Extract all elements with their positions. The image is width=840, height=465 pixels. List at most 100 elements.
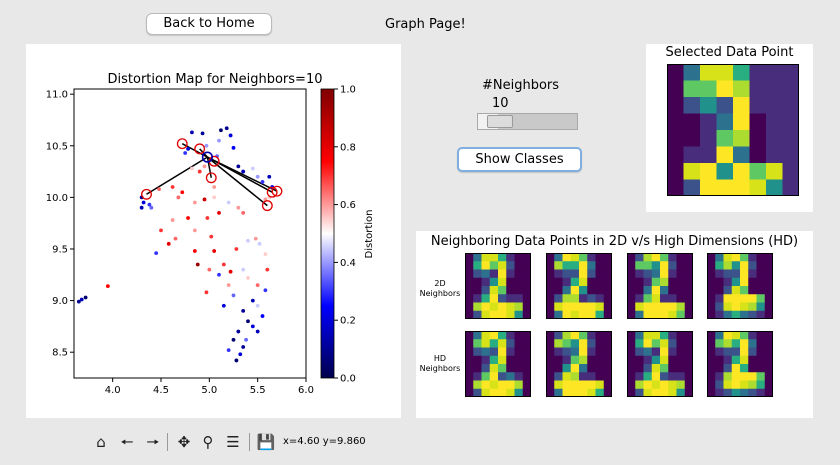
data-point[interactable] [263, 252, 268, 257]
data-point[interactable] [190, 130, 194, 135]
data-point[interactable] [231, 145, 236, 150]
data-point[interactable] [226, 283, 231, 288]
data-point[interactable] [250, 166, 255, 171]
data-point[interactable] [263, 288, 268, 293]
data-point[interactable] [236, 205, 241, 210]
data-point[interactable] [186, 146, 190, 151]
data-point[interactable] [217, 138, 221, 143]
data-point[interactable] [76, 299, 81, 304]
data-point[interactable] [246, 238, 250, 243]
data-point[interactable] [221, 262, 226, 267]
data-point[interactable] [170, 185, 175, 189]
show-classes-button[interactable]: Show Classes [457, 147, 582, 172]
data-point[interactable] [159, 228, 163, 233]
data-point[interactable] [166, 241, 171, 246]
back-to-home-button[interactable]: Back to Home [146, 13, 272, 35]
pixel [595, 302, 605, 312]
data-point[interactable] [250, 298, 255, 303]
zoom-icon[interactable]: ⚲ [202, 433, 214, 451]
home-icon[interactable]: ⌂ [96, 433, 106, 451]
data-point[interactable] [192, 228, 197, 233]
data-point[interactable] [253, 236, 258, 241]
data-point[interactable] [183, 151, 188, 155]
data-point[interactable] [246, 319, 250, 324]
data-point[interactable] [234, 221, 239, 226]
data-point[interactable] [200, 131, 205, 136]
data-point[interactable] [221, 303, 226, 308]
data-point[interactable] [226, 348, 231, 353]
data-point[interactable] [209, 234, 214, 239]
data-point[interactable] [205, 216, 210, 220]
data-point[interactable] [241, 267, 246, 272]
data-point[interactable] [238, 352, 243, 357]
forward-arrow-icon[interactable]: 🠖 [146, 433, 160, 451]
data-point[interactable] [255, 174, 260, 179]
data-point[interactable] [197, 169, 202, 174]
data-point[interactable] [105, 284, 110, 289]
data-point[interactable] [231, 337, 236, 342]
data-point[interactable] [149, 205, 154, 210]
data-point[interactable] [202, 164, 207, 169]
data-point[interactable] [246, 275, 250, 280]
slider-handle[interactable] [486, 115, 513, 128]
data-point[interactable] [241, 309, 246, 313]
data-point[interactable] [236, 329, 241, 334]
data-point[interactable] [176, 195, 181, 200]
data-point[interactable] [154, 251, 159, 256]
data-point[interactable] [241, 210, 246, 215]
data-point[interactable] [195, 262, 200, 267]
data-point[interactable] [192, 249, 197, 253]
data-point[interactable] [173, 236, 178, 241]
data-point[interactable] [250, 324, 255, 329]
data-point[interactable] [217, 272, 221, 277]
data-point[interactable] [219, 128, 223, 133]
data-point[interactable] [180, 190, 185, 195]
pan-icon[interactable]: ✥ [177, 433, 191, 451]
data-point[interactable] [141, 200, 146, 205]
data-point[interactable] [234, 247, 239, 251]
pixel [748, 331, 757, 340]
data-point[interactable] [202, 197, 207, 202]
data-point[interactable] [234, 358, 239, 363]
data-point[interactable] [190, 166, 194, 171]
data-point[interactable] [170, 218, 175, 222]
data-point[interactable] [255, 303, 260, 308]
neighbors-slider[interactable] [477, 113, 578, 130]
data-point[interactable] [255, 283, 260, 288]
data-point[interactable] [204, 290, 209, 295]
data-point[interactable] [192, 200, 197, 205]
data-point[interactable] [236, 164, 241, 169]
data-point[interactable] [244, 337, 248, 342]
data-point[interactable] [212, 249, 217, 253]
data-point[interactable] [260, 179, 265, 184]
data-point[interactable] [241, 345, 246, 349]
data-point[interactable] [204, 143, 209, 148]
data-point[interactable] [147, 202, 152, 207]
data-point[interactable] [186, 216, 190, 220]
data-point[interactable] [231, 293, 236, 298]
data-point[interactable] [224, 126, 229, 131]
save-icon[interactable]: 💾 [256, 433, 276, 451]
data-point[interactable] [226, 200, 231, 205]
data-point[interactable] [83, 295, 88, 300]
data-point[interactable] [257, 241, 262, 246]
data-point[interactable] [241, 169, 246, 174]
data-point[interactable] [79, 297, 84, 302]
data-point[interactable] [217, 210, 221, 215]
data-point[interactable] [260, 314, 265, 318]
data-point[interactable] [228, 133, 233, 138]
back-arrow-icon[interactable]: 🠔 [120, 433, 134, 451]
data-point[interactable] [139, 205, 144, 210]
data-point[interactable] [228, 269, 233, 274]
pixel [733, 146, 750, 164]
data-point[interactable] [212, 195, 217, 200]
data-point[interactable] [207, 267, 212, 272]
data-point[interactable] [265, 267, 270, 272]
data-point[interactable] [212, 185, 217, 189]
data-point[interactable] [255, 329, 260, 334]
data-point[interactable] [267, 174, 272, 179]
data-point[interactable] [157, 187, 161, 192]
pixel [481, 339, 491, 348]
data-point[interactable] [260, 226, 265, 231]
configure-icon[interactable]: ☰ [226, 433, 240, 451]
